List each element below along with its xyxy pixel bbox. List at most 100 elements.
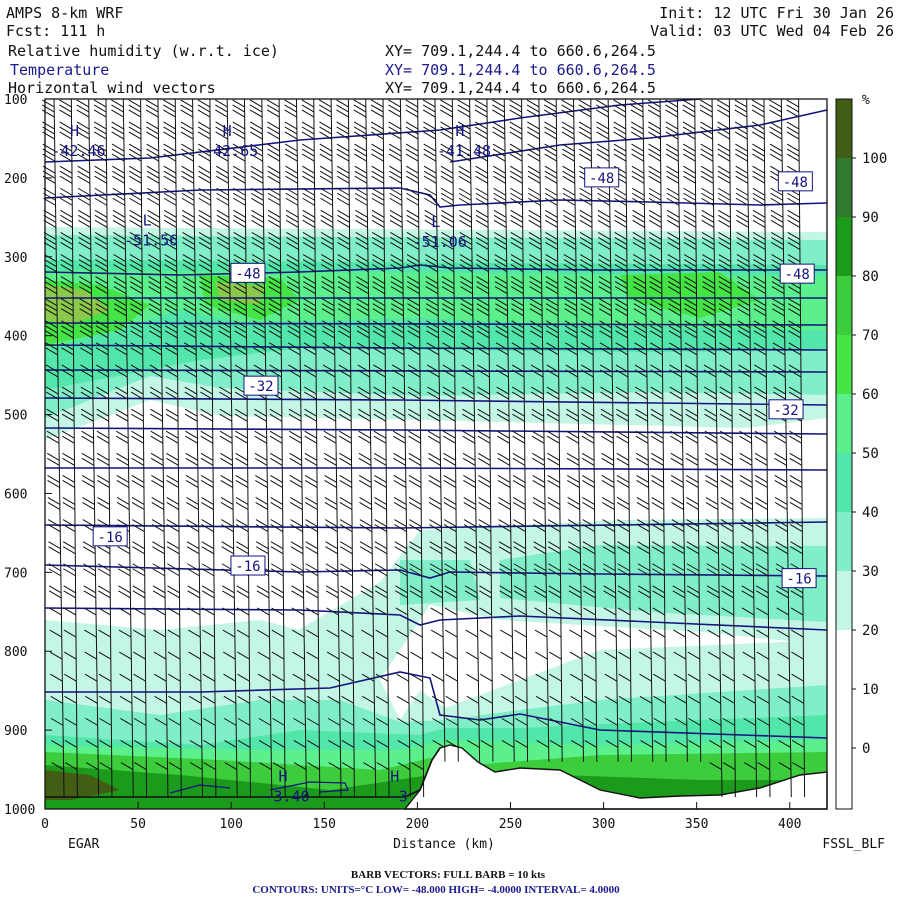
wind-barb-feather	[358, 435, 371, 444]
wind-barb-feather	[682, 121, 696, 130]
wind-barb-feather	[653, 740, 667, 748]
wind-barb-feather	[320, 236, 334, 245]
wind-barb-feather	[633, 330, 647, 339]
wind-barb-feather	[45, 342, 58, 351]
wind-barb-feather	[650, 430, 664, 439]
wind-barb-feather	[700, 148, 714, 157]
wind-barb-feather	[235, 519, 249, 528]
wind-barb-feather	[424, 231, 438, 240]
wind-barb-feather	[201, 568, 215, 577]
wind-barb-feather	[475, 192, 489, 201]
wind-barb-feather	[788, 325, 801, 334]
wind-barb-feather	[512, 435, 525, 444]
wind-barb-feather	[561, 126, 575, 135]
wind-barb-feather	[321, 259, 334, 267]
wind-barb-feather	[500, 651, 513, 660]
wind-barb-feather	[667, 259, 681, 267]
wind-barb-feather	[544, 99, 557, 108]
wind-barb-feather	[547, 435, 560, 444]
wind-barb-feather	[667, 231, 680, 240]
wind-barb-feather	[166, 502, 179, 510]
wind-barb-feather	[291, 585, 304, 594]
wind-barb-feather	[566, 435, 579, 444]
wind-barb-feather	[93, 131, 107, 140]
wind-barb-feather	[390, 259, 403, 267]
wind-barb-feather	[457, 104, 470, 113]
wind-barb-feather	[167, 673, 181, 682]
wind-barb-feather	[164, 325, 178, 334]
wind-barb-feather	[426, 347, 440, 356]
wind-barb-feather	[457, 99, 470, 108]
wind-barb-feather	[197, 121, 211, 130]
wind-barb-feather	[429, 568, 443, 577]
wind-barb-feather	[111, 109, 124, 118]
colorbar-swatch	[836, 394, 852, 453]
wind-barb-feather	[443, 457, 456, 466]
wind-barb-feather	[95, 342, 109, 351]
wind-barb-feather	[325, 585, 339, 594]
wind-barb-feather	[497, 430, 510, 439]
wind-barb-feather	[499, 585, 512, 594]
wind-barb-feather	[650, 347, 663, 356]
wind-barbs	[41, 98, 806, 798]
wind-barb-feather	[561, 99, 574, 108]
wind-barb-feather	[197, 109, 211, 118]
wind-barb-feather	[534, 590, 547, 599]
wind-barb-feather	[634, 342, 647, 351]
wind-barb-feather	[149, 364, 163, 373]
wind-barb-feather	[286, 254, 300, 262]
wind-barb-feather	[77, 143, 90, 152]
wind-barb-feather	[286, 286, 300, 295]
wind-barb-feather	[319, 148, 333, 157]
wind-barb-feather	[563, 214, 576, 223]
wind-barb-feather	[596, 126, 609, 135]
wind-barb-feather	[200, 479, 214, 488]
wind-barb-feather	[372, 330, 386, 339]
wind-barb-feather	[182, 281, 196, 290]
wind-barb-feather	[152, 563, 165, 572]
wind-barb-feather	[372, 276, 385, 285]
wind-barb-feather	[111, 121, 124, 130]
wind-barb-feather	[290, 502, 303, 510]
wind-barb-feather	[339, 502, 353, 510]
wind-barb-feather	[458, 187, 472, 196]
wind-barb-feather	[755, 541, 769, 550]
wind-barb-feather	[666, 197, 680, 206]
wind-barb-feather	[704, 408, 717, 417]
wind-barb-feather	[284, 153, 298, 162]
wind-barb-feather	[546, 413, 560, 422]
field-rh-label: Relative humidity (w.r.t. ice)	[8, 42, 279, 60]
wind-barb-feather	[509, 175, 523, 184]
wind-barb-feather	[374, 479, 387, 488]
wind-barb-feather	[153, 607, 166, 616]
wind-barb-feather	[530, 369, 544, 378]
wind-barb-feather	[305, 563, 319, 572]
wind-barb-feather	[286, 236, 299, 245]
wind-barb-feather	[737, 298, 750, 307]
wind-barb-feather	[45, 325, 58, 334]
wind-barb-feather	[256, 585, 270, 594]
wind-barb-feather	[464, 541, 477, 550]
wind-barb-feather	[233, 231, 246, 240]
wind-barb-feather	[48, 546, 61, 555]
wind-barb-feather	[393, 452, 406, 461]
wind-barb-feather	[717, 187, 731, 196]
wind-barb-feather	[597, 219, 611, 228]
wind-barb-feather	[707, 651, 721, 660]
wind-barb-feather	[652, 629, 666, 638]
wind-barb-feather	[702, 308, 716, 317]
wind-barb-feather	[59, 165, 73, 174]
wind-barb-feather	[95, 286, 108, 295]
wind-barb-feather	[736, 259, 750, 267]
wind-barb-feather	[652, 590, 665, 599]
wind-barb-feather	[601, 452, 614, 461]
wind-barb-feather	[336, 109, 349, 118]
wind-barb-feather	[511, 364, 525, 373]
wind-barb-feather	[146, 131, 159, 140]
wind-barb-feather	[701, 209, 714, 218]
wind-barb-feather	[478, 519, 492, 528]
wind-barb-feather	[180, 121, 194, 130]
wind-barb-feather	[461, 369, 474, 378]
wind-barb-feather	[722, 740, 736, 748]
wind-barb-feather	[236, 585, 250, 594]
